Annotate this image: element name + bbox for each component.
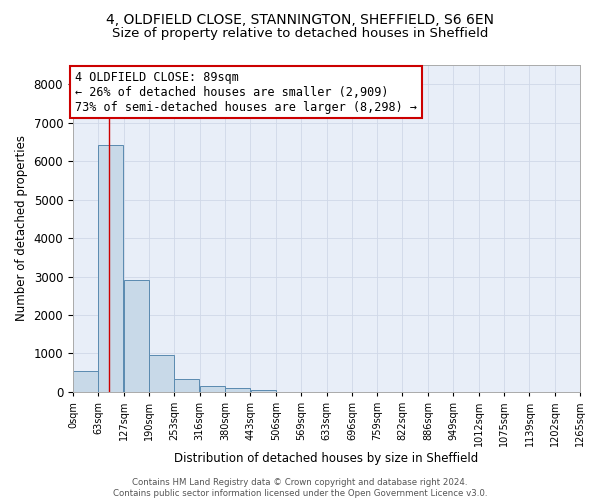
Bar (251, 390, 275, 392)
Bar (98, 145, 124, 392)
X-axis label: Distribution of detached houses by size in Sheffield: Distribution of detached houses by size … (175, 452, 479, 465)
Bar (149, 354, 174, 392)
Text: Contains HM Land Registry data © Crown copyright and database right 2024.
Contai: Contains HM Land Registry data © Crown c… (113, 478, 487, 498)
Text: 4 OLDFIELD CLOSE: 89sqm
← 26% of detached houses are smaller (2,909)
73% of semi: 4 OLDFIELD CLOSE: 89sqm ← 26% of detache… (75, 71, 417, 114)
Text: Size of property relative to detached houses in Sheffield: Size of property relative to detached ho… (112, 28, 488, 40)
Bar (124, 280, 149, 392)
Bar (175, 379, 199, 392)
Y-axis label: Number of detached properties: Number of detached properties (15, 136, 28, 322)
Bar (73, 371, 98, 392)
Bar (226, 388, 250, 392)
Text: 4, OLDFIELD CLOSE, STANNINGTON, SHEFFIELD, S6 6EN: 4, OLDFIELD CLOSE, STANNINGTON, SHEFFIEL… (106, 12, 494, 26)
Bar (200, 386, 225, 392)
